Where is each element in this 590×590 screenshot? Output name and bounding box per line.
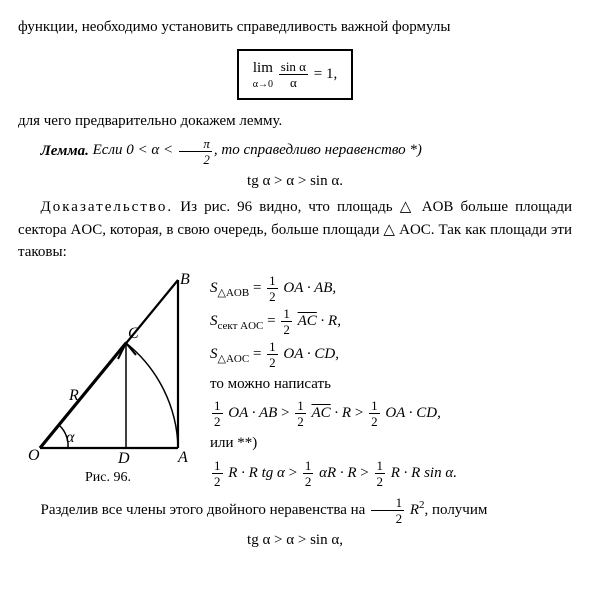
lim-eq: = 1,	[314, 66, 337, 82]
para-top: функции, необходимо установить справедли…	[18, 16, 572, 39]
eq-s3: S△AOC = 12 OA · CD,	[210, 340, 572, 369]
figure-eq-row: O A B C D R α Рис. 96. S△AOB = 12 OA · A…	[18, 270, 572, 492]
lemma-cond-left: 0 < α <	[126, 142, 173, 158]
lemma-line: Лемма. Если 0 < α < π 2 , то справедливо…	[18, 137, 572, 166]
bottom-frac: 1 2	[369, 496, 406, 525]
figure-caption: Рис. 96.	[18, 467, 198, 488]
lemma-text2: , то справедливо неравенство *)	[214, 142, 422, 158]
eq-s1: S△AOB = 12 OA · AB,	[210, 274, 572, 303]
eq-stack: S△AOB = 12 OA · AB, Sсект AOC = 12 AC · …	[210, 270, 572, 492]
fig-label-R: R	[68, 387, 79, 404]
formula-box-wrap: lim α→0 sin α α = 1,	[18, 43, 572, 107]
lemma-ineq: tg α > α > sin α.	[18, 170, 572, 193]
bottom-result: tg α > α > sin α,	[18, 529, 572, 552]
fig-label-alpha: α	[66, 429, 75, 446]
bottom-text1: Разделив все члены этого двойного нераве…	[41, 501, 366, 517]
lim-frac: sin α α	[277, 60, 310, 89]
para-line2: для чего предварительно докажем лемму.	[18, 110, 572, 133]
fig-label-O: O	[28, 447, 40, 464]
fig-label-C: C	[128, 325, 139, 342]
or-label: или **)	[210, 432, 572, 455]
proof-label: Доказательство.	[41, 199, 174, 215]
lemma-text1: Если	[93, 142, 123, 158]
figure-svg: O A B C D R α	[18, 270, 198, 465]
lim-block: lim α→0	[253, 57, 273, 93]
lemma-label: Лемма.	[41, 142, 89, 158]
proof-para: Доказательство. Из рис. 96 видно, что пл…	[18, 196, 572, 264]
fig-label-A: A	[177, 449, 188, 465]
bottom-R: R	[410, 501, 419, 517]
fig-label-B: B	[180, 271, 190, 288]
fig-label-D: D	[117, 450, 130, 465]
lemma-frac: π 2	[177, 137, 214, 166]
eq-chain2: 12 R · R tg α > 12 αR · R > 12 R · R sin…	[210, 459, 572, 488]
figure-block: O A B C D R α Рис. 96.	[18, 270, 198, 488]
so-write: то можно написать	[210, 373, 572, 396]
formula-box: lim α→0 sin α α = 1,	[237, 49, 353, 101]
bottom-para: Разделив все члены этого двойного нераве…	[18, 496, 572, 525]
eq-chain1: 12 OA · AB > 12 AC · R > 12 OA · CD,	[210, 399, 572, 428]
eq-s2: Sсект AOC = 12 AC · R,	[210, 307, 572, 336]
bottom-text2: , получим	[424, 501, 487, 517]
